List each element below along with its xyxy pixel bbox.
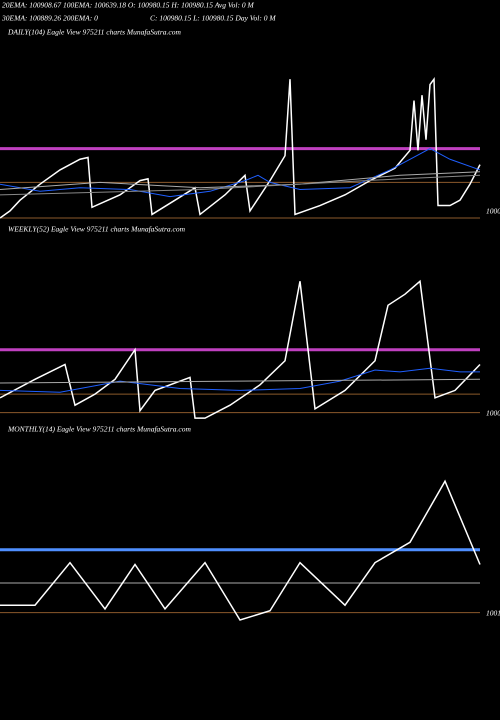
panel-title: MONTHLY(14) Eagle View 975211 charts Mun… [7, 425, 191, 434]
header-line: 20EMA: 100908.67 100EMA: 100639.18 O: 10… [2, 1, 254, 10]
price-label: 10000 [486, 409, 500, 418]
series-line [0, 76, 481, 219]
series-line [0, 378, 481, 384]
series-line [0, 148, 481, 198]
header-line: 30EMA: 100889.26 200EMA: 0 [1, 14, 98, 23]
series-line [0, 174, 481, 196]
header-line: C: 100980.15 L: 100980.15 Day Vol: 0 M [150, 14, 276, 23]
price-label: 10000 [486, 207, 500, 216]
price-label: 10010 [486, 609, 500, 618]
series-line [0, 479, 481, 621]
series-line [0, 279, 481, 419]
panel-title: DAILY(104) Eagle View 975211 charts Muna… [7, 28, 181, 37]
series-line [0, 171, 481, 191]
series-line [0, 367, 480, 393]
panel-title: WEEKLY(52) Eagle View 975211 charts Muna… [8, 225, 186, 234]
